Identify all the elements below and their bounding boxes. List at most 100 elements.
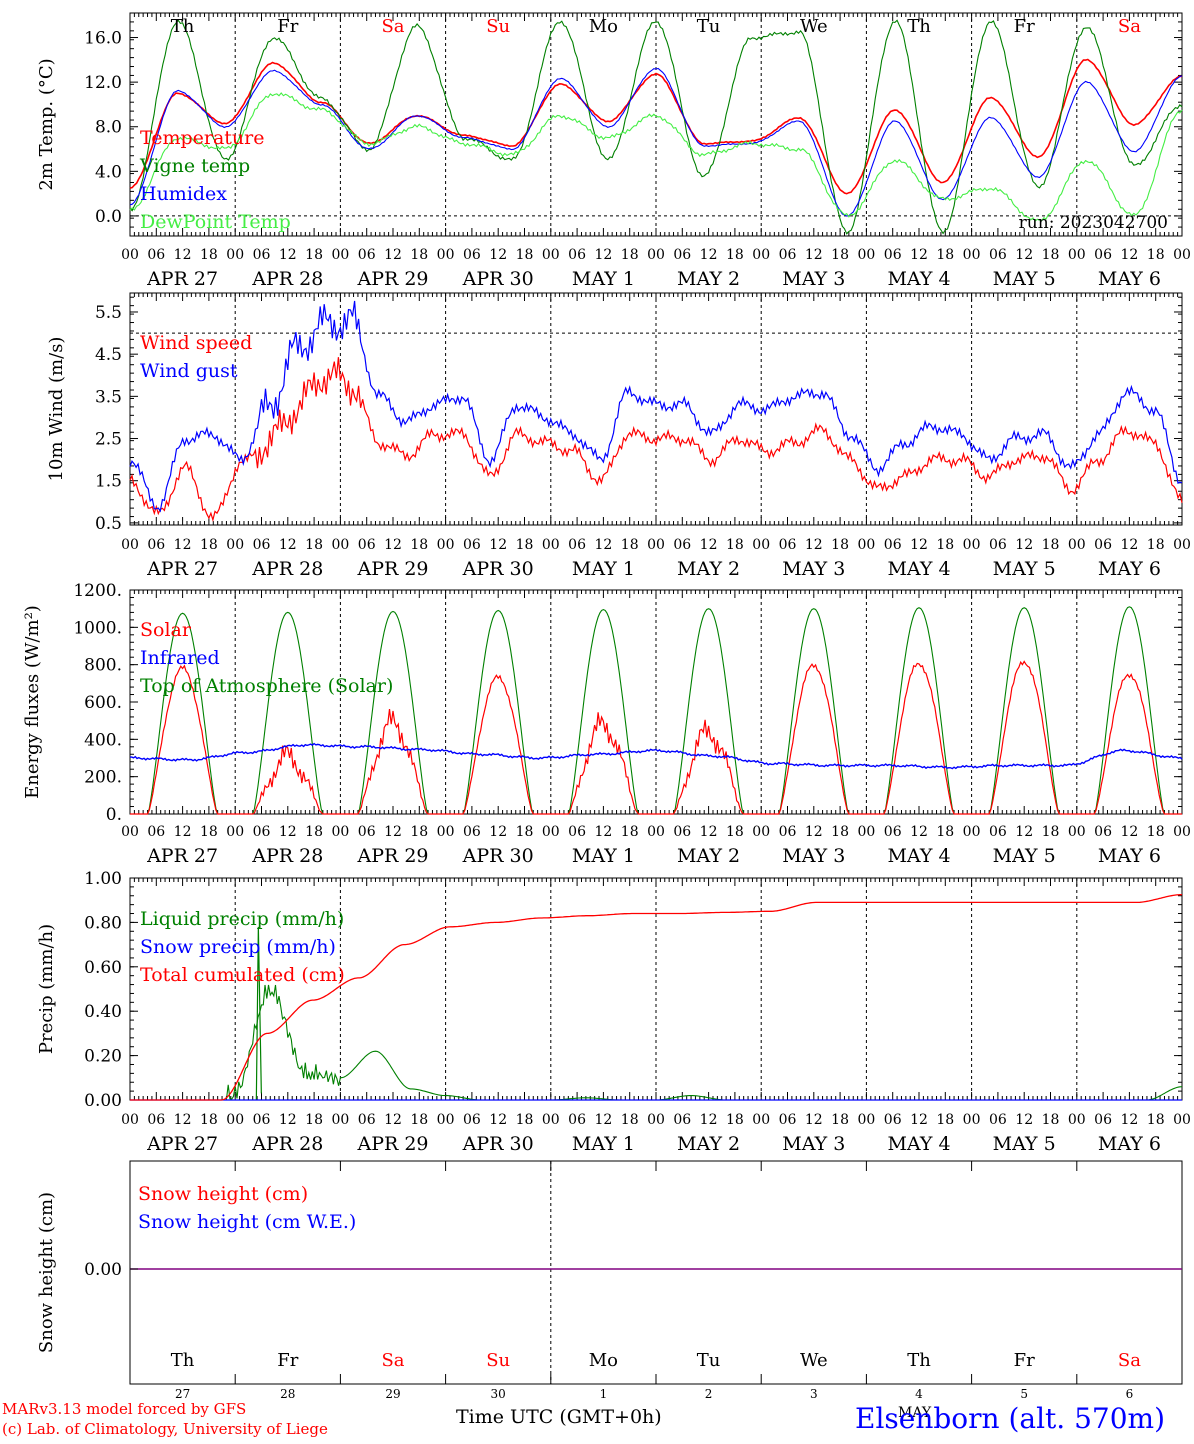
energy-ytick-label: 400. [84,730,122,750]
temp-day-name: Th [171,16,195,37]
wind-date-label: APR 30 [462,558,534,580]
energy-legend-solar: Solar [140,619,192,641]
precip-hour-label: 12 [700,1112,718,1128]
wind-hour-label: 12 [1120,537,1138,553]
temperature-date-label: MAY 6 [1098,268,1161,290]
station-name: Elsenborn (alt. 570m) [855,1402,1166,1435]
precip-hour-label: 06 [463,1112,481,1128]
energy-hour-label: 12 [174,824,192,840]
temperature-hour-label: 06 [1094,247,1112,263]
temperature-hour-label: 06 [989,247,1007,263]
wind-ytick-label: 1.5 [95,472,122,492]
temperature-date-label: MAY 4 [887,268,950,290]
precip-hour-label: 00 [121,1112,139,1128]
temperature-date-label: APR 30 [462,268,534,290]
energy-ytick-label: 1000. [73,618,122,638]
energy-hour-label: 06 [358,824,376,840]
wind-legend-wind-gust: Wind gust [140,360,238,382]
energy-date-label: MAY 5 [993,845,1056,867]
energy-ylabel: Energy fluxes (W/m²) [22,605,43,799]
precip-hour-label: 12 [910,1112,928,1128]
precip-hour-label: 18 [516,1112,534,1128]
temperature-hour-label: 12 [910,247,928,263]
run-label: run: 2023042700 [1019,213,1168,233]
wind-ylabel: 10m Wind (m/s) [46,337,67,482]
temp-day-name: We [800,16,828,37]
temperature-hour-label: 06 [884,247,902,263]
temperature-hour-label: 18 [1042,247,1060,263]
wind-hour-label: 12 [279,537,297,553]
wind-hour-label: 06 [673,537,691,553]
temperature-hour-label: 18 [621,247,639,263]
precip-legend-snow-precip-mm-h-: Snow precip (mm/h) [140,936,336,958]
wind-hour-label: 18 [1147,537,1165,553]
temperature-hour-label: 00 [647,247,665,263]
temperature-hour-label: 00 [963,247,981,263]
precip-hour-label: 18 [726,1112,744,1128]
temp-day-name: Fr [277,16,298,37]
snow-day-number: 2 [705,1387,713,1401]
wind-hour-label: 06 [779,537,797,553]
precip-hour-label: 12 [174,1112,192,1128]
energy-hour-label: 06 [884,824,902,840]
energy-ytick-label: 600. [84,693,122,713]
precip-date-label: APR 27 [146,1133,218,1155]
temperature-date-label: APR 27 [146,268,218,290]
energy-ytick-label: 0. [106,805,122,825]
snow-day-number: 29 [385,1387,400,1401]
temperature-hour-label: 00 [857,247,875,263]
snow-ytick-label: 0.00 [84,1260,122,1280]
temperature-ytick-label: 0.0 [95,207,122,227]
energy-hour-label: 12 [279,824,297,840]
wind-hour-label: 00 [647,537,665,553]
temperature-hour-label: 12 [700,247,718,263]
precip-hour-label: 00 [963,1112,981,1128]
temperature-hour-label: 12 [1015,247,1033,263]
precip-hour-label: 06 [989,1112,1007,1128]
precip-hour-label: 12 [1015,1112,1033,1128]
wind-hour-label: 18 [936,537,954,553]
snow-day-number: 6 [1126,1387,1134,1401]
energy-hour-label: 12 [489,824,507,840]
temperature-hour-label: 12 [384,247,402,263]
precip-date-label: APR 30 [462,1133,534,1155]
wind-hour-label: 06 [1094,537,1112,553]
precip-ytick-label: 0.80 [84,913,122,933]
snow-day-number: 4 [915,1387,923,1401]
wind-ytick-label: 5.5 [95,303,122,323]
energy-date-label: MAY 1 [572,845,635,867]
snow-day-number: 28 [280,1387,295,1401]
energy-hour-label: 06 [673,824,691,840]
temperature-hour-label: 12 [174,247,192,263]
credit-line-2: (c) Lab. of Climatology, University of L… [2,1420,328,1438]
snow-day-name: Th [907,1350,931,1371]
temperature-hour-label: 12 [489,247,507,263]
temp-series-dewpoint-temp [129,92,1183,222]
temperature-hour-label: 00 [752,247,770,263]
temperature-hour-label: 06 [358,247,376,263]
snow-day-number: 27 [175,1387,190,1401]
temperature-hour-label: 00 [437,247,455,263]
snow-day-number: 3 [810,1387,818,1401]
precip-ytick-label: 0.00 [84,1091,122,1111]
snow-day-name: Fr [277,1350,298,1371]
wind-hour-label: 00 [226,537,244,553]
precip-legend-total-cumulated-cm-: Total cumulated (cm) [140,964,345,986]
temperature-hour-label: 18 [305,247,323,263]
precip-ylabel: Precip (mm/h) [36,924,57,1054]
temp-day-name: Tu [697,16,721,37]
wind-series-wind-speed [129,357,1183,523]
temperature-hour-label: 06 [463,247,481,263]
temp-series-vigne-temp [129,19,1183,235]
wind-hour-label: 18 [200,537,218,553]
temperature-ytick-label: 8.0 [95,118,122,138]
temp-day-name: Sa [381,16,404,37]
temperature-date-label: MAY 5 [993,268,1056,290]
wind-date-label: MAY 6 [1098,558,1161,580]
energy-hour-label: 00 [226,824,244,840]
wind-date-label: APR 27 [146,558,218,580]
energy-hour-label: 00 [857,824,875,840]
precip-hour-label: 12 [594,1112,612,1128]
energy-series-infrared [130,742,1183,770]
